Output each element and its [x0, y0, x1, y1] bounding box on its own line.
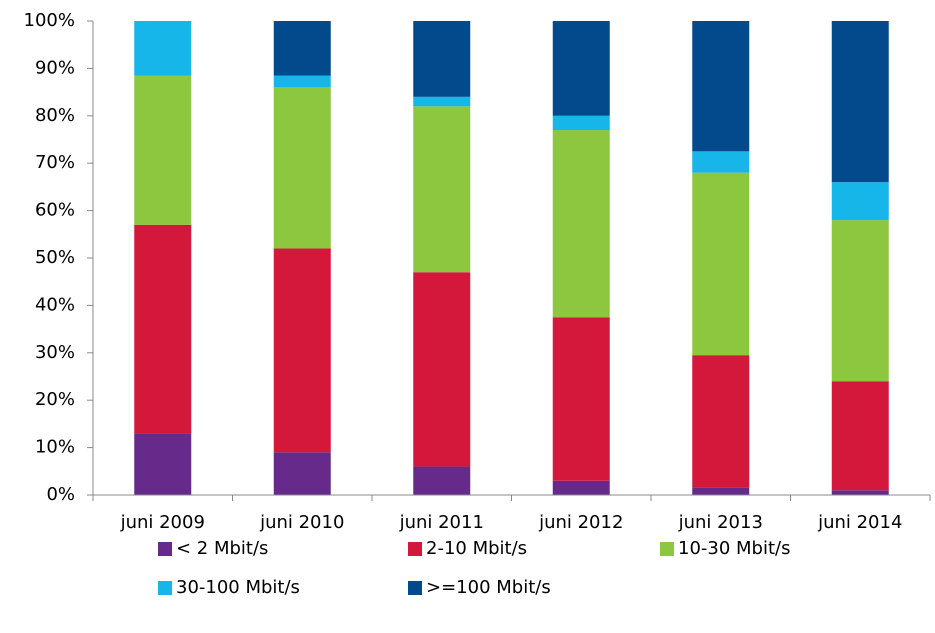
- bar-segment: [413, 106, 471, 273]
- y-tick-label: 70%: [35, 152, 75, 173]
- bar-segment: [273, 452, 331, 495]
- bar-segment: [552, 317, 610, 481]
- bar-segment: [413, 96, 471, 107]
- legend-swatch: [158, 581, 172, 595]
- y-tick-label: 50%: [35, 247, 75, 268]
- bar-segment: [831, 220, 889, 382]
- legend-swatch: [660, 542, 674, 556]
- y-tick-label: 100%: [24, 10, 75, 31]
- bar-segment: [134, 433, 192, 495]
- x-tick-label: juni 2011: [399, 512, 484, 533]
- y-tick-label: 0%: [46, 484, 75, 505]
- bar-segment: [413, 272, 471, 467]
- y-tick-label: 90%: [35, 57, 75, 78]
- bar-segment: [831, 182, 889, 221]
- legend-label: >=100 Mbit/s: [426, 577, 551, 598]
- y-tick-label: 20%: [35, 389, 75, 410]
- bar-segment: [831, 21, 889, 183]
- x-tick-label: juni 2013: [678, 512, 763, 533]
- legend-label: 2-10 Mbit/s: [426, 538, 527, 559]
- y-tick-label: 10%: [35, 437, 75, 458]
- legend-swatch: [408, 542, 422, 556]
- bar-segment: [273, 87, 331, 249]
- bar-segment: [831, 381, 889, 491]
- bar-segment: [134, 21, 192, 76]
- bar-segment: [552, 21, 610, 116]
- bar-segment: [692, 355, 750, 488]
- y-tick-label: 30%: [35, 342, 75, 363]
- legend-label: < 2 Mbit/s: [176, 538, 268, 559]
- y-tick-label: 80%: [35, 105, 75, 126]
- bar-segment: [413, 21, 471, 97]
- bar-segment: [273, 248, 331, 453]
- legend-swatch: [158, 542, 172, 556]
- legend-label: 10-30 Mbit/s: [678, 538, 790, 559]
- x-tick-label: juni 2014: [817, 512, 902, 533]
- bar-segment: [692, 172, 750, 356]
- bar-segment: [552, 480, 610, 495]
- bar-segment: [273, 75, 331, 88]
- y-tick-label: 60%: [35, 200, 75, 221]
- x-tick-label: juni 2012: [538, 512, 623, 533]
- x-tick-label: juni 2010: [259, 512, 344, 533]
- bar-segment: [692, 151, 750, 173]
- x-tick-label: juni 2009: [120, 512, 205, 533]
- bar-segment: [692, 21, 750, 152]
- bar-segment: [831, 490, 889, 495]
- bar-segment: [134, 75, 192, 225]
- bar-segment: [692, 487, 750, 495]
- legend-label: 30-100 Mbit/s: [176, 577, 300, 598]
- legend-swatch: [408, 581, 422, 595]
- y-tick-label: 40%: [35, 294, 75, 315]
- bar-segment: [413, 466, 471, 495]
- bar-segment: [273, 21, 331, 76]
- bar-segment: [552, 115, 610, 131]
- bar-segment: [134, 224, 192, 434]
- bar-segment: [552, 130, 610, 318]
